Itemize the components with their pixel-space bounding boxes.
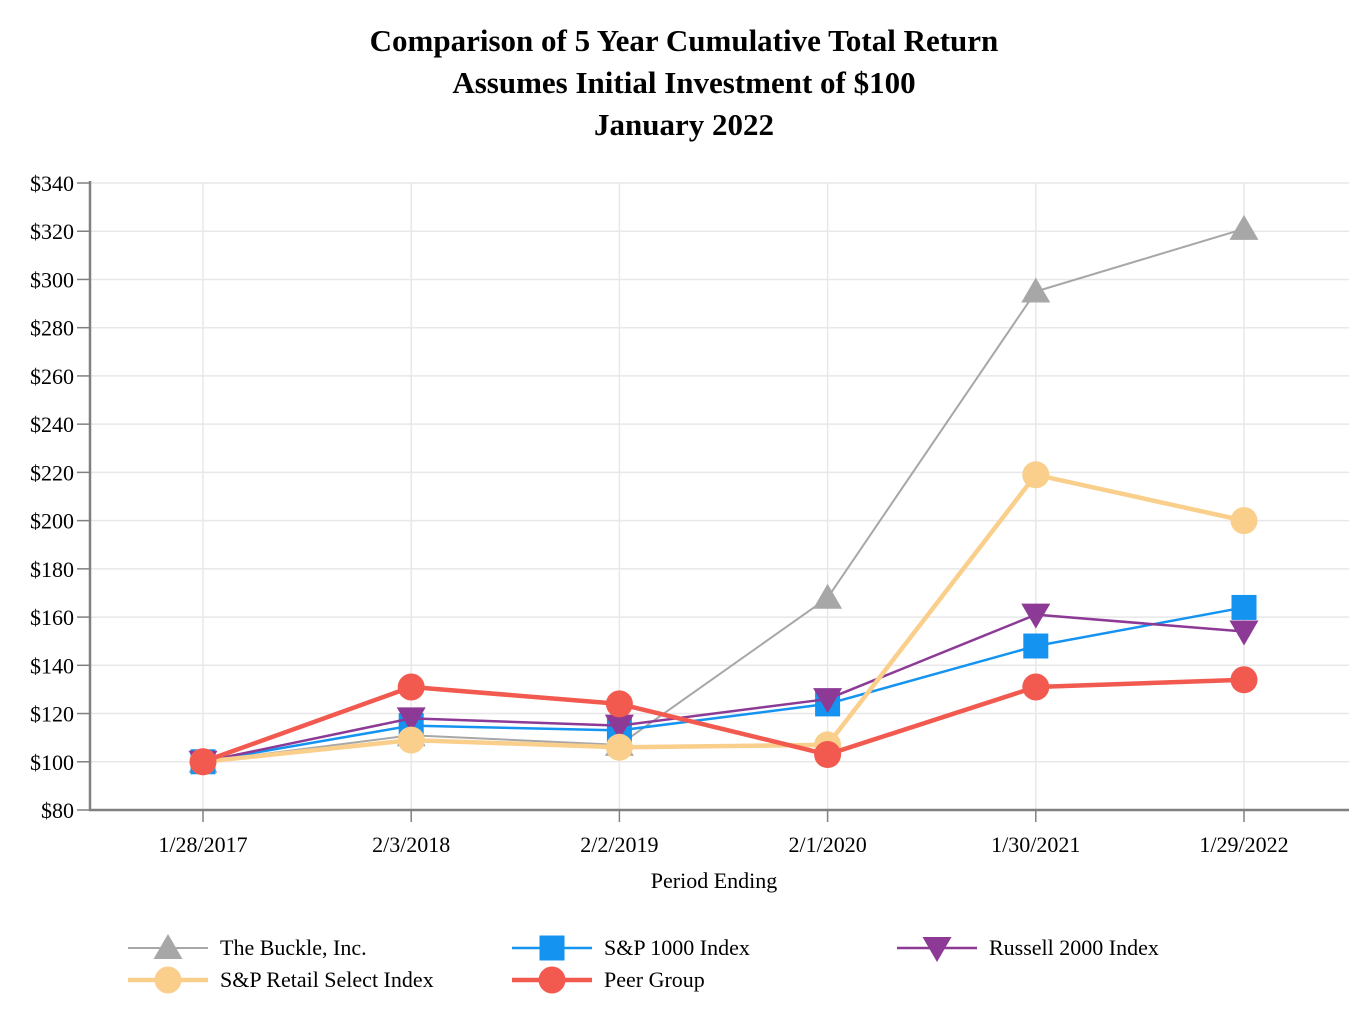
svg-text:$280: $280 xyxy=(30,316,74,341)
legend-item-russell2000: Russell 2000 Index xyxy=(895,932,1365,964)
svg-text:$100: $100 xyxy=(30,750,74,775)
svg-text:$180: $180 xyxy=(30,557,74,582)
chart-title-line1: Comparison of 5 Year Cumulative Total Re… xyxy=(369,23,999,58)
gridlines xyxy=(90,182,1349,810)
series-russell-2000-index xyxy=(188,603,1259,776)
svg-text:1/30/2021: 1/30/2021 xyxy=(991,832,1080,857)
square-marker-icon xyxy=(512,935,592,961)
series-the-buckle-inc xyxy=(188,214,1259,773)
chart-legend: The Buckle, Inc. S&P 1000 Index Russell … xyxy=(126,932,1365,996)
chart-title: Comparison of 5 Year Cumulative Total Re… xyxy=(0,20,1368,146)
legend-label: Peer Group xyxy=(604,967,705,992)
svg-text:$220: $220 xyxy=(30,460,74,485)
svg-text:$300: $300 xyxy=(30,267,74,292)
svg-text:2/1/2020: 2/1/2020 xyxy=(788,832,866,857)
x-axis-tick-labels: 1/28/2017 2/3/2018 2/2/2019 2/1/2020 1/30/20… xyxy=(158,832,1288,857)
svg-text:$260: $260 xyxy=(30,364,74,389)
triangle-down-marker-icon xyxy=(897,937,977,962)
circle-marker-icon xyxy=(512,966,592,994)
triangle-up-marker-icon xyxy=(128,934,208,959)
svg-text:1/28/2017: 1/28/2017 xyxy=(158,832,247,857)
axis-ticks xyxy=(77,182,1245,822)
svg-text:$320: $320 xyxy=(30,219,74,244)
chart-title-line2: Assumes Initial Investment of $100 xyxy=(452,65,916,100)
svg-text:$340: $340 xyxy=(30,171,74,196)
legend-label: S&P Retail Select Index xyxy=(220,967,434,992)
svg-text:$240: $240 xyxy=(30,412,74,437)
svg-text:$140: $140 xyxy=(30,653,74,678)
legend-item-sp1000: S&P 1000 Index xyxy=(510,932,895,964)
legend-label: Russell 2000 Index xyxy=(989,935,1159,960)
svg-text:$160: $160 xyxy=(30,605,74,630)
svg-text:2/3/2018: 2/3/2018 xyxy=(372,832,450,857)
legend-item-buckle: The Buckle, Inc. xyxy=(126,932,510,964)
svg-text:$120: $120 xyxy=(30,702,74,727)
chart-title-line3: January 2022 xyxy=(594,107,774,142)
series-peer-group xyxy=(189,666,1258,776)
x-axis-title: Period Ending xyxy=(650,868,778,893)
legend-label: The Buckle, Inc. xyxy=(220,935,367,960)
y-axis-tick-labels: $340 $320 $300 $280 $260 $240 $220 $200 $180 $160… xyxy=(30,171,74,823)
legend-item-sp-retail-select: S&P Retail Select Index xyxy=(126,964,510,996)
legend-item-peer-group: Peer Group xyxy=(510,964,895,996)
svg-text:$200: $200 xyxy=(30,509,74,534)
svg-text:$80: $80 xyxy=(41,798,74,823)
svg-text:2/2/2019: 2/2/2019 xyxy=(580,832,658,857)
svg-text:1/29/2022: 1/29/2022 xyxy=(1199,832,1288,857)
legend-label: S&P 1000 Index xyxy=(604,935,750,960)
circle-marker-icon xyxy=(128,966,208,994)
